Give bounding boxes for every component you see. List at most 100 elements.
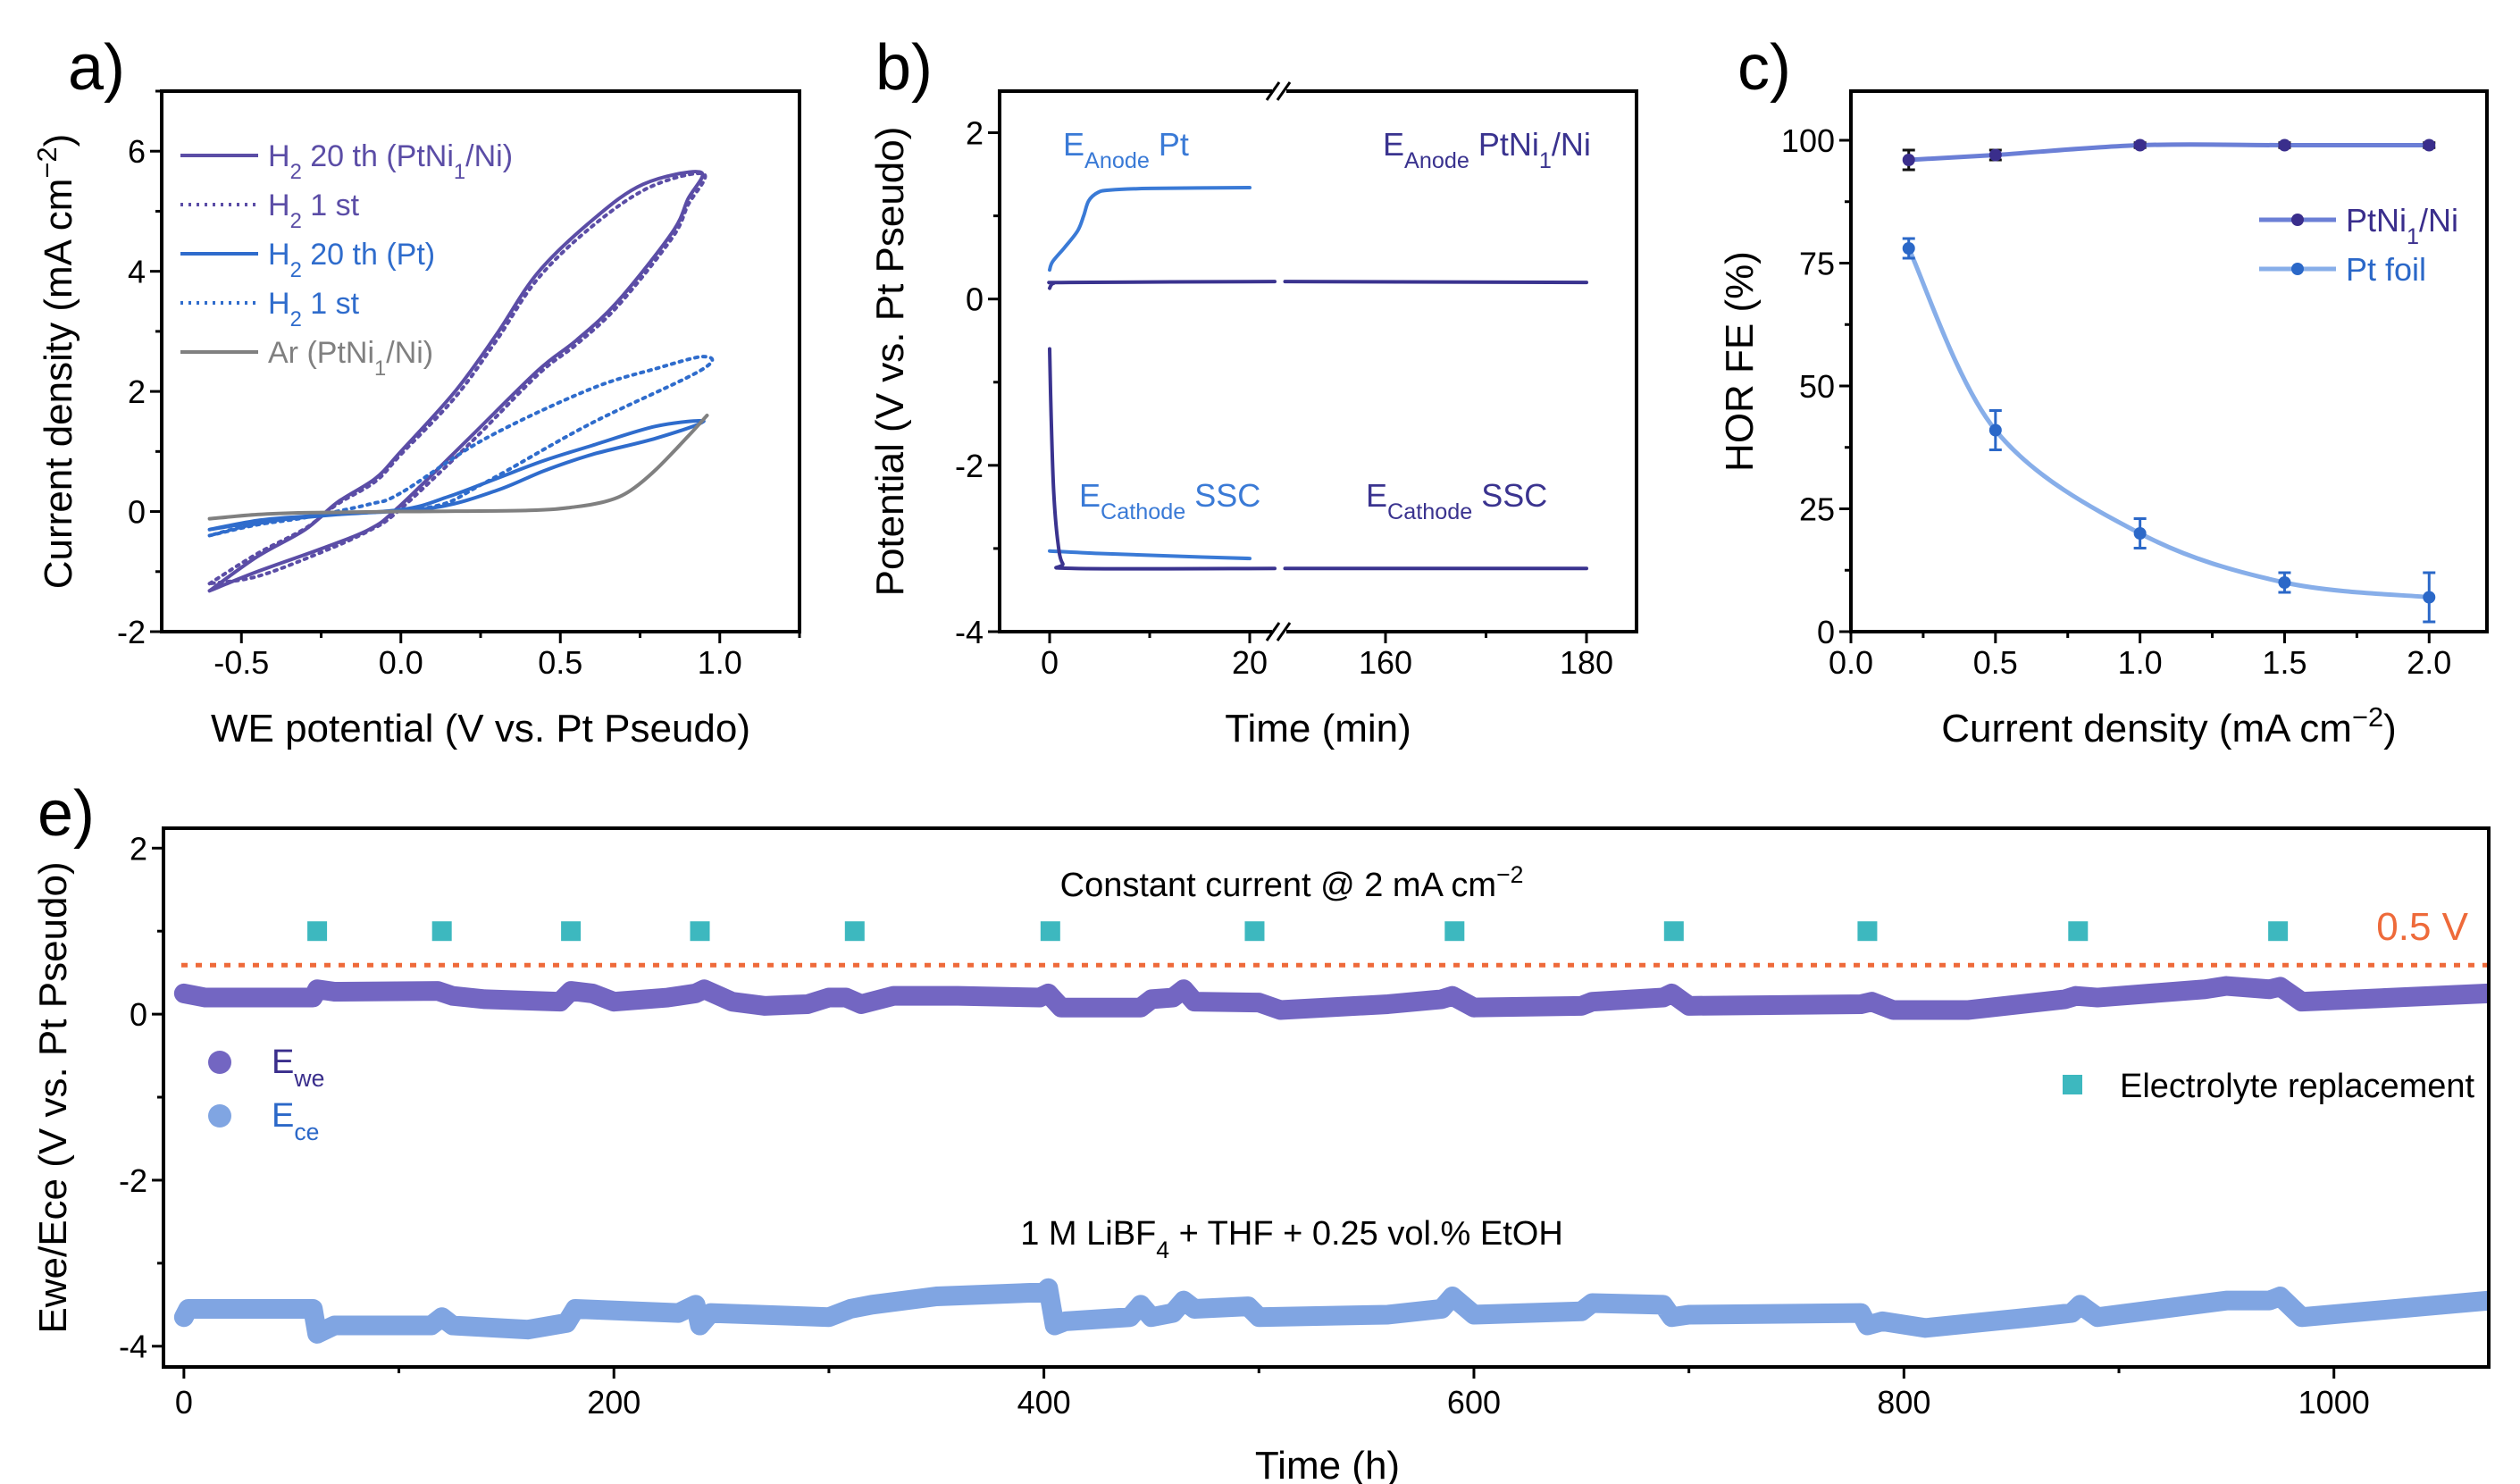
electrolyte-annotation-part: + THF + 0.25 vol.% EtOH xyxy=(1169,1215,1563,1253)
y-tick-label: -4 xyxy=(119,1329,147,1365)
curve-annotation-part: Pt xyxy=(1150,126,1189,163)
y-tick-label-part: 6 xyxy=(128,133,146,170)
legend-marker xyxy=(208,1104,231,1128)
legend-label-part: H xyxy=(268,238,290,272)
x-tick-label-part: 0 xyxy=(175,1384,193,1421)
legend-marker xyxy=(2063,1075,2082,1094)
x-tick-label-part: 600 xyxy=(1447,1384,1501,1421)
y-tick-label-part: -4 xyxy=(119,1329,147,1365)
replacement-marker xyxy=(1857,921,1878,942)
potential-trace xyxy=(173,1278,2489,1344)
electrolyte-annotation-part: 1 M LiBF xyxy=(1020,1215,1156,1253)
x-axis-title: WE potential (V vs. Pt Pseudo) xyxy=(211,707,750,750)
y-axis-title-part: HOR FE (%) xyxy=(1718,251,1762,472)
legend-label-part: H xyxy=(268,287,290,321)
y-tick-label-part: 25 xyxy=(1799,490,1835,527)
potential-curve xyxy=(1047,280,1277,290)
panel-label: c) xyxy=(1737,32,1791,104)
x-tick-label: 1.5 xyxy=(2262,644,2307,681)
condition-annotation: Constant current @ 2 mA cm−2 xyxy=(1060,861,1524,904)
x-axis-title: Time (h) xyxy=(1255,1444,1400,1484)
x-tick-label: 1000 xyxy=(2298,1384,2370,1421)
y-tick-label: 6 xyxy=(128,133,146,170)
x-tick-label: 1.0 xyxy=(698,644,742,681)
legend-label-part: 2 xyxy=(290,258,302,282)
y-tick-label: 4 xyxy=(128,254,146,290)
data-point xyxy=(1988,148,2002,162)
y-tick-label-part: -2 xyxy=(119,1162,147,1199)
replacement-marker xyxy=(307,921,328,942)
curve-annotation: ECathode SSC xyxy=(1079,477,1260,524)
curve-annotation-part: Anode xyxy=(1084,148,1150,173)
data-point xyxy=(2278,576,2291,589)
y-tick-label-part: 0 xyxy=(1817,614,1835,650)
replacement-marker xyxy=(1444,921,1465,942)
curve-annotation: ECathode SSC xyxy=(1366,477,1547,524)
legend-label-part: /Ni xyxy=(2419,202,2458,239)
legend-label: H2 20 th (Pt) xyxy=(268,238,435,282)
y-axis-title: Potential (V vs. Pt Pseudo) xyxy=(868,127,912,597)
legend-marker xyxy=(208,1051,231,1074)
y-axis-title-part: Current density (mA cm xyxy=(37,179,80,590)
y-axis-title: Ewe/Ece (V vs. Pt Pseudo) xyxy=(31,861,75,1333)
y-tick-label-part: 100 xyxy=(1781,122,1835,159)
x-tick-label-part: 160 xyxy=(1359,644,1412,681)
x-tick-label-part: 0.5 xyxy=(1973,644,2018,681)
y-tick-label: 25 xyxy=(1799,490,1835,527)
potential-curve xyxy=(1283,280,1588,285)
data-point xyxy=(2133,138,2147,152)
legend-label-part: 20 th (Pt) xyxy=(302,238,435,272)
x-tick-label-part: 180 xyxy=(1560,644,1613,681)
curve-annotation-part: Anode xyxy=(1404,148,1469,173)
curve-annotation-part: /Ni xyxy=(1552,126,1591,163)
y-axis-title-part: Ewe/Ece (V vs. Pt Pseudo) xyxy=(31,861,75,1333)
cv-curve xyxy=(207,414,709,521)
legend-label-part: E xyxy=(272,1044,294,1081)
panel-b-potential-chart: b)0 20 160 180-4-202 EAnode Pt EAnode PtNi1/N… xyxy=(868,32,1638,750)
y-tick-label-part: 2 xyxy=(966,114,984,151)
x-tick-label: 160 xyxy=(1359,644,1412,681)
x-tick-label: 400 xyxy=(1017,1384,1071,1421)
x-tick-label: 1.0 xyxy=(2118,644,2163,681)
replacement-marker xyxy=(1040,921,1060,942)
legend-label-part: /Ni) xyxy=(465,139,513,173)
panel-label: e) xyxy=(38,778,95,850)
y-tick-label-part: 0 xyxy=(130,996,147,1033)
legend-label: Ece xyxy=(272,1097,319,1145)
y-tick-label: 0 xyxy=(130,996,147,1033)
replacement-marker xyxy=(431,921,452,942)
legend-label-part: 2 xyxy=(290,160,302,184)
curve-annotation: EAnode Pt xyxy=(1063,126,1189,173)
x-tick-label: 600 xyxy=(1447,1384,1501,1421)
legend-label: H2 1 st xyxy=(268,189,360,233)
legend-label: PtNi1/Ni xyxy=(2346,202,2458,249)
curve-annotation-part: SSC xyxy=(1185,477,1260,514)
x-tick-label-part: 20 xyxy=(1232,644,1268,681)
data-point xyxy=(1902,242,1915,255)
y-tick-label: 0 xyxy=(1817,614,1835,650)
potential-curve xyxy=(1048,347,1277,571)
legend-label-part: 1 st xyxy=(302,287,360,321)
data-point xyxy=(1902,154,1915,166)
data-point xyxy=(2278,138,2291,152)
x-axis-title-part: −2 xyxy=(2352,701,2383,733)
x-tick-label-part: 200 xyxy=(587,1384,640,1421)
legend-label-part: 1 xyxy=(2407,224,2419,249)
x-axis-title: Time (min) xyxy=(1225,707,1411,750)
x-tick-label: 800 xyxy=(1877,1384,1930,1421)
legend-label: H2 20 th (PtNi1/Ni) xyxy=(268,139,513,184)
panel-label-part: e) xyxy=(38,778,95,850)
x-tick-label-part: 0.0 xyxy=(1829,644,1873,681)
electrolyte-annotation: 1 M LiBF4 + THF + 0.25 vol.% EtOH xyxy=(1020,1215,1563,1263)
x-tick-label-part: 0.0 xyxy=(379,644,423,681)
panel-label: b) xyxy=(875,32,933,104)
y-tick-label-part: 4 xyxy=(128,254,146,290)
x-tick-label: 2.0 xyxy=(2407,644,2451,681)
y-axis-title: Current density (mA cm−2) xyxy=(31,134,81,589)
potential-curve xyxy=(1048,185,1252,272)
y-tick-label: -2 xyxy=(119,1162,147,1199)
replacement-marker xyxy=(1244,921,1265,942)
